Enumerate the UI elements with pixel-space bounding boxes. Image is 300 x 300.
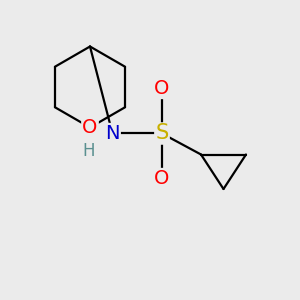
Text: O: O <box>82 118 98 137</box>
Text: O: O <box>154 169 170 188</box>
Text: O: O <box>154 79 170 98</box>
Text: N: N <box>105 124 120 143</box>
Text: H: H <box>82 142 95 160</box>
Text: S: S <box>155 124 169 143</box>
